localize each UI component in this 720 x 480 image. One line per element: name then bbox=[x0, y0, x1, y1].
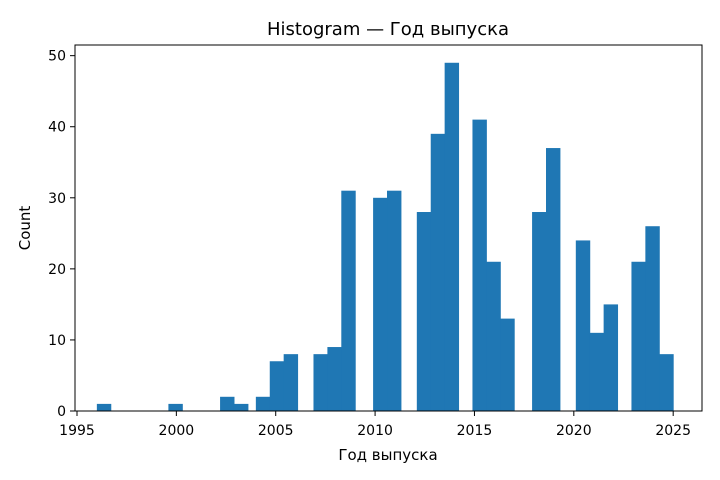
histogram-bar-10 bbox=[373, 197, 388, 411]
histogram-bar-19 bbox=[546, 148, 561, 412]
y-tick-label: 20 bbox=[48, 262, 66, 278]
y-axis-ticks: 0 10 20 30 40 50 bbox=[48, 49, 75, 420]
histogram-bar-0 bbox=[96, 403, 112, 411]
histogram-bar-13 bbox=[430, 133, 446, 411]
x-tick-label: 2025 bbox=[655, 423, 691, 439]
y-tick-label: 0 bbox=[57, 404, 66, 420]
histogram-bar-12 bbox=[416, 212, 432, 411]
histogram-bar-24 bbox=[645, 226, 660, 411]
x-tick-label: 1995 bbox=[59, 423, 95, 439]
histogram-bar-14 bbox=[444, 62, 460, 412]
histogram-bar-23 bbox=[631, 261, 646, 411]
y-tick-label: 30 bbox=[48, 191, 66, 207]
y-axis-label: Count bbox=[16, 206, 34, 251]
y-tick-label: 40 bbox=[48, 120, 66, 136]
x-tick-label: 2015 bbox=[457, 423, 493, 439]
histogram-bar-2 bbox=[220, 396, 235, 411]
bars-group bbox=[96, 62, 674, 412]
histogram-bar-11 bbox=[387, 190, 402, 411]
histogram-bar-4 bbox=[255, 396, 271, 411]
histogram-bar-5 bbox=[269, 361, 285, 411]
x-tick-label: 2000 bbox=[159, 423, 195, 439]
histogram-bar-3 bbox=[233, 403, 249, 411]
histogram-bar-17 bbox=[500, 318, 515, 411]
histogram-bar-25 bbox=[659, 354, 674, 411]
histogram-bar-6 bbox=[283, 354, 299, 411]
y-tick-label: 50 bbox=[48, 49, 66, 65]
x-tick-label: 2020 bbox=[556, 423, 592, 439]
x-axis-ticks: 1995 2000 2005 2010 2015 2020 2025 bbox=[59, 411, 691, 439]
x-tick-label: 2010 bbox=[357, 423, 393, 439]
chart-title: Histogram — Год выпуска bbox=[267, 19, 509, 40]
histogram-bar-1 bbox=[168, 403, 183, 411]
y-tick-label: 10 bbox=[48, 333, 66, 349]
histogram-bar-7 bbox=[313, 354, 328, 411]
plot-frame bbox=[74, 44, 703, 412]
histogram-bar-18 bbox=[532, 212, 547, 411]
x-axis-label: Год выпуска bbox=[338, 446, 437, 464]
histogram-bar-22 bbox=[603, 304, 619, 411]
histogram-bar-15 bbox=[472, 119, 487, 412]
x-tick-label: 2005 bbox=[258, 423, 294, 439]
histogram-bar-8 bbox=[327, 347, 342, 411]
histogram-bar-16 bbox=[486, 261, 501, 411]
histogram-bar-9 bbox=[341, 190, 356, 411]
histogram-bar-21 bbox=[589, 332, 605, 411]
histogram-bar-20 bbox=[575, 240, 591, 411]
